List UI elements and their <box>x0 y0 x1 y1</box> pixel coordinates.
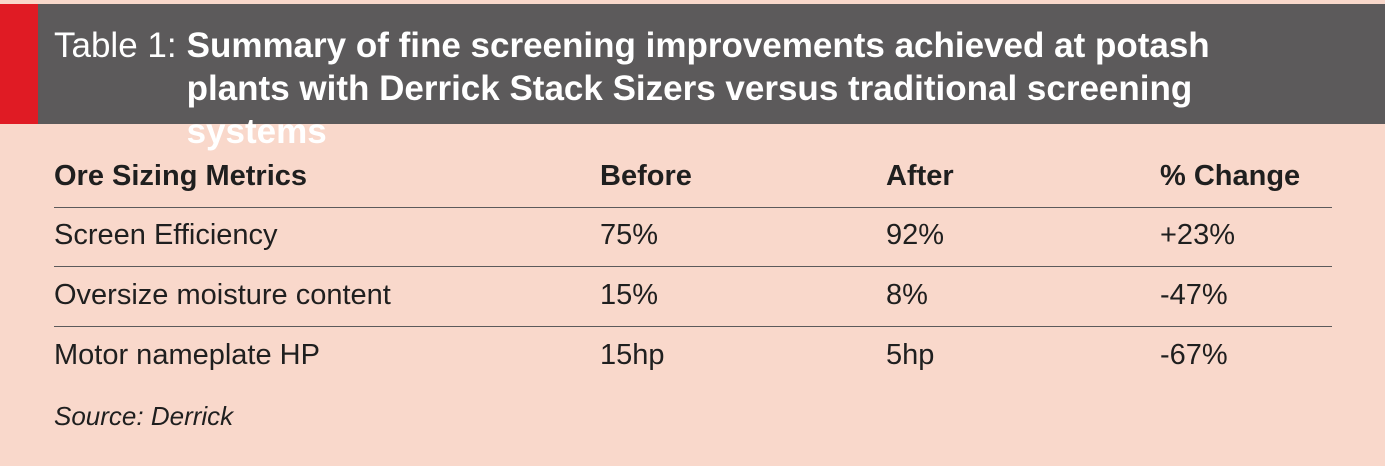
table-header-row: Ore Sizing Metrics Before After % Change <box>54 160 1332 220</box>
table-cell: 15% <box>600 279 659 311</box>
column-header: Ore Sizing Metrics <box>54 160 308 192</box>
table-row: Motor nameplate HP 15hp 5hp -67% <box>54 339 1332 399</box>
table-cell: 92% <box>886 219 945 251</box>
table-cell: 15hp <box>600 339 665 371</box>
table-title-text: Summary of fine screening improvements a… <box>186 26 1210 151</box>
table-row: Oversize moisture content 15% 8% -47% <box>54 279 1332 339</box>
red-accent-bar <box>0 4 38 124</box>
column-header: % Change <box>1160 160 1301 192</box>
table-source: Source: Derrick <box>54 401 234 431</box>
table-cell: +23% <box>1160 219 1235 251</box>
table-header-bar: Table 1: Summary of fine screening impro… <box>0 4 1385 151</box>
row-divider <box>54 266 1332 267</box>
table-cell: 5hp <box>886 339 935 371</box>
table-cell: 75% <box>600 219 659 251</box>
table-cell: -67% <box>1160 339 1228 371</box>
table-row: Screen Efficiency 75% 92% +23% <box>54 219 1332 279</box>
table-cell: -47% <box>1160 279 1228 311</box>
table-title: Table 1: Summary of fine screening impro… <box>54 24 1354 153</box>
table-cell: Screen Efficiency <box>54 219 278 251</box>
table-title-prefix: Table 1: <box>54 26 177 65</box>
row-divider <box>54 326 1332 327</box>
table-cell: Oversize moisture content <box>54 279 391 311</box>
column-header: After <box>886 160 954 192</box>
table-cell: Motor nameplate HP <box>54 339 320 371</box>
table-cell: 8% <box>886 279 928 311</box>
row-divider <box>54 207 1332 208</box>
column-header: Before <box>600 160 692 192</box>
